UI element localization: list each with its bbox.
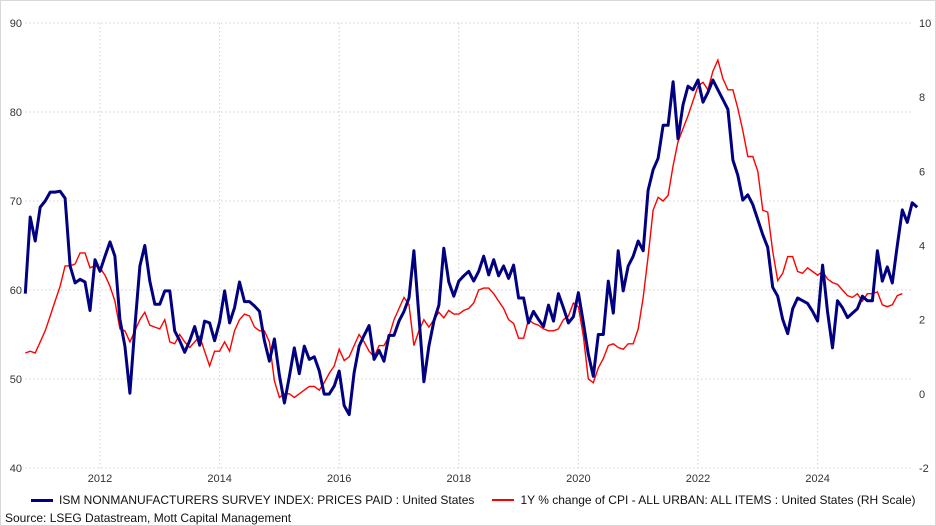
- right-tick-label: 10: [919, 18, 931, 30]
- x-tick-label: 2024: [805, 473, 829, 485]
- right-tick-label: 8: [919, 92, 925, 104]
- legend-label-ism: ISM NONMANUFACTURERS SURVEY INDEX: PRICE…: [59, 493, 475, 507]
- x-axis-ticks: 2012 2014 2016 2018 2020 2022 2024: [88, 473, 830, 485]
- left-tick-label: 90: [10, 18, 22, 30]
- x-tick-label: 2020: [566, 473, 590, 485]
- x-tick-label: 2018: [447, 473, 471, 485]
- gridlines: [25, 22, 913, 469]
- series-cpi-line: [25, 58, 903, 399]
- x-tick-label: 2014: [207, 473, 231, 485]
- legend-swatch-ism: [31, 498, 53, 502]
- right-tick-label: 6: [919, 166, 925, 178]
- left-tick-label: 40: [10, 463, 22, 475]
- legend-label-cpi: 1Y % change of CPI - ALL URBAN: ALL ITEM…: [520, 493, 916, 507]
- x-tick-label: 2016: [327, 473, 351, 485]
- x-tick-label: 2012: [88, 473, 112, 485]
- right-tick-label: 4: [919, 241, 925, 253]
- series-ism-prices-line: [23, 78, 919, 417]
- left-tick-label: 50: [10, 374, 22, 386]
- legend-swatch-cpi: [492, 499, 515, 501]
- right-tick-label: -2: [919, 463, 929, 475]
- left-tick-label: 70: [10, 196, 22, 208]
- right-tick-label: 2: [919, 315, 925, 327]
- source-note: Source: LSEG Datastream, Mott Capital Ma…: [5, 511, 292, 525]
- x-tick-label: 2022: [686, 473, 710, 485]
- left-tick-label: 60: [10, 285, 22, 297]
- legend: ISM NONMANUFACTURERS SURVEY INDEX: PRICE…: [31, 493, 916, 507]
- right-axis-ticks: -2 0 2 4 6 8 10: [919, 18, 931, 475]
- left-axis-ticks: 40 50 60 70 80 90: [10, 18, 22, 475]
- right-tick-label: 0: [919, 389, 925, 401]
- left-tick-label: 80: [10, 107, 22, 119]
